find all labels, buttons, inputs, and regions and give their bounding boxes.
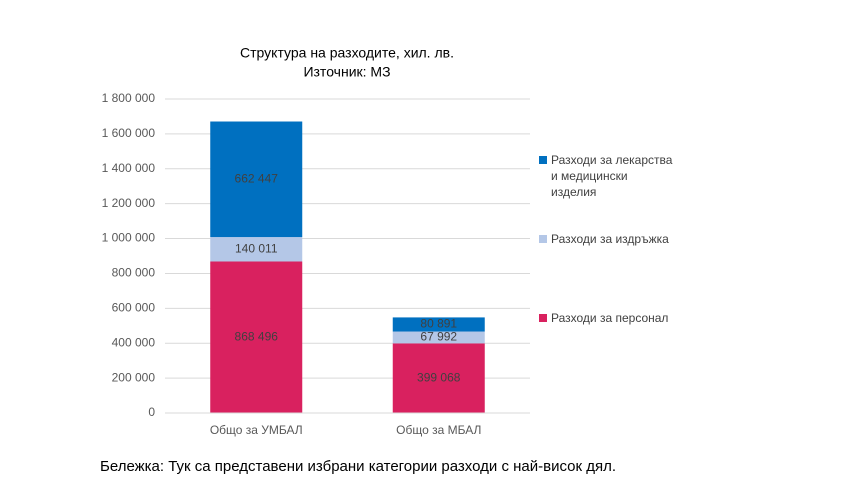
bar-segment [392,331,485,344]
bar-segment [210,121,303,238]
legend-swatch [539,235,547,243]
y-tick-label: 1 600 000 [102,126,156,140]
bar-segment [210,261,303,413]
data-label: 140 011 [235,241,278,255]
legend-label: Разходи за лекарства и медицински издели… [551,153,673,199]
y-tick-label: 1 000 000 [102,231,156,245]
chart-subtitle: Източник: МЗ [303,64,390,80]
bar-segment [210,237,303,262]
y-tick-label: 200 000 [112,370,156,384]
data-label: 67 992 [420,330,457,344]
x-tick-label: Общо за УМБАЛ [210,423,303,437]
data-label: 868 496 [235,329,279,343]
y-tick-label: 600 000 [112,301,156,315]
x-tick-label: Общо за МБАЛ [396,423,481,437]
bar-segment [392,317,485,332]
y-tick-label: 1 800 000 [102,91,156,105]
y-tick-label: 400 000 [112,335,156,349]
bar-segment [392,343,485,413]
note: Бележка: Тук са представени избрани кате… [100,458,617,475]
y-tick-label: 1 400 000 [102,161,156,175]
legend-swatch [539,314,547,322]
y-tick-label: 0 [148,405,155,419]
legend-label: Разходи за издръжка [551,232,669,246]
chart-title: Структура на разходите, хил. лв. [240,45,454,61]
y-tick-label: 800 000 [112,266,156,280]
data-label: 80 891 [420,317,457,331]
legend-label: Разходи за персонал [551,311,669,325]
y-tick-label: 1 200 000 [102,196,156,210]
data-label: 662 447 [235,171,279,185]
data-label: 399 068 [417,370,461,384]
legend-swatch [539,156,547,164]
